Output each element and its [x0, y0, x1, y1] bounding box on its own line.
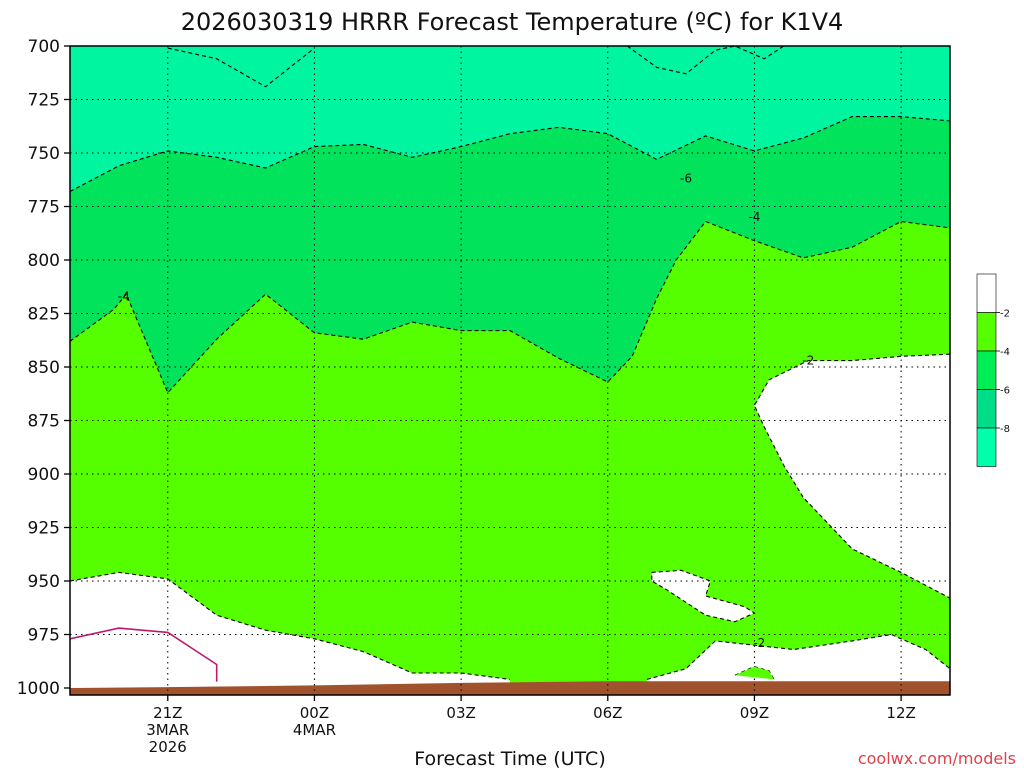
ground-fill	[70, 681, 950, 695]
y-tick-label: 975	[28, 626, 60, 646]
x-tick-label: 3MAR	[146, 721, 189, 739]
contour-label-minus6: -6	[680, 172, 692, 186]
y-tick-label: 850	[28, 358, 60, 378]
fill-band-above-minus2-bottom	[646, 634, 950, 688]
plot-frame	[69, 45, 951, 696]
x-tick-label: 09Z	[740, 704, 769, 722]
x-tick-label: 2026	[149, 738, 187, 756]
legend-swatch	[976, 312, 997, 352]
contour-label-minus2-b: -2	[753, 636, 765, 650]
plot-area: -6 -4 -4 -2 -2	[70, 46, 950, 695]
x-tick-label: 21Z	[153, 704, 182, 722]
legend-label: -8	[1000, 424, 1010, 435]
y-axis-ticks: 700 725 750 775 800 825 850 875 900 925 950 975 1000	[17, 37, 70, 699]
y-tick-label: 725	[28, 91, 60, 111]
x-tick-label: 00Z	[300, 704, 329, 722]
y-tick-label: 800	[28, 251, 60, 271]
x-tick-label: 06Z	[593, 704, 622, 722]
y-tick-label: 750	[28, 144, 60, 164]
legend-swatch	[976, 389, 997, 429]
contour-label-minus4-b: -4	[748, 210, 760, 224]
x-tick-label: 4MAR	[293, 721, 336, 739]
legend-swatch	[976, 350, 997, 390]
chart-title: 2026030319 HRRR Forecast Temperature (ºC…	[181, 8, 844, 36]
legend-label: -4	[1000, 347, 1010, 358]
grid-lines	[70, 46, 950, 695]
y-tick-label: 700	[28, 37, 60, 57]
x-tick-label: 12Z	[886, 704, 915, 722]
fill-band-above-minus2-low	[70, 572, 510, 688]
color-legend: -2 -4 -6 -8	[976, 273, 1010, 467]
fill-band-above-minus2-island	[651, 570, 755, 622]
x-axis-label: Forecast Time (UTC)	[414, 748, 605, 768]
contour-labels: -6 -4 -4 -2 -2	[118, 172, 814, 650]
y-tick-label: 925	[28, 519, 60, 539]
legend-label: -6	[1000, 386, 1010, 397]
contour-c-6b	[167, 47, 315, 88]
legend-swatch	[976, 427, 997, 467]
y-tick-label: 950	[28, 572, 60, 592]
warm-bump	[734, 666, 774, 680]
y-tick-label: 900	[28, 465, 60, 485]
y-tick-label: 775	[28, 198, 60, 218]
legend-swatch	[976, 273, 997, 313]
contour-label-minus2: -2	[802, 354, 814, 368]
y-tick-label: 1000	[17, 679, 60, 699]
contour-label-minus4: -4	[118, 289, 130, 303]
y-tick-label: 825	[28, 305, 60, 325]
contour-c-6	[70, 116, 950, 192]
y-tick-label: 875	[28, 412, 60, 432]
contour-c0	[70, 627, 218, 682]
contour-c-2_right	[753, 353, 950, 599]
x-tick-label: 03Z	[446, 704, 475, 722]
legend-label: -2	[1000, 309, 1010, 320]
contour-c-2_bottom	[646, 633, 950, 680]
source-credit: coolwx.com/models	[858, 749, 1016, 768]
contour-c-2_low	[70, 571, 511, 680]
contour-c-6c	[626, 46, 785, 75]
fill-band-warm	[70, 221, 950, 688]
contour-c-4	[70, 220, 950, 394]
